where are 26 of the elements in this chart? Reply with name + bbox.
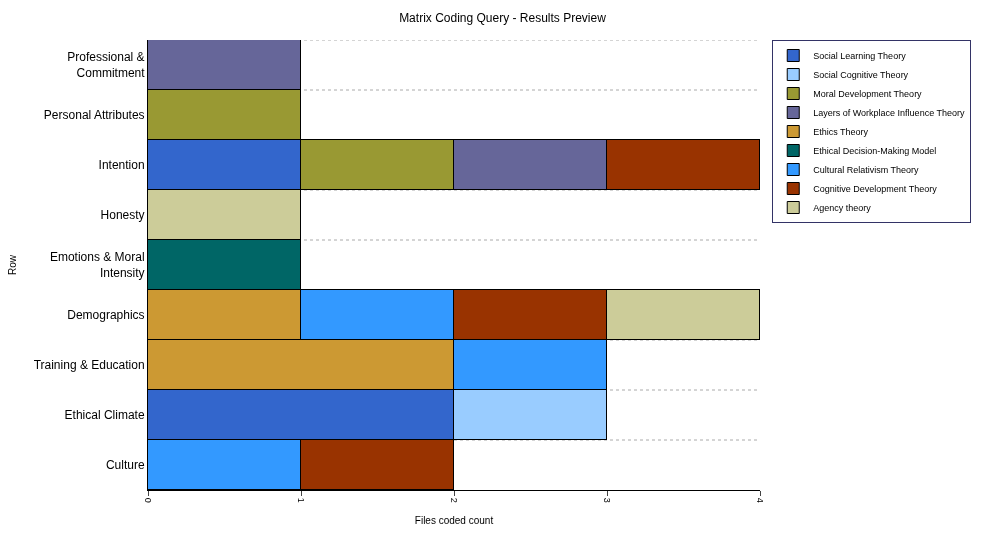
legend-label: Moral Development Theory <box>813 89 923 100</box>
y-tick-label: Professional & Commitment <box>67 50 146 80</box>
legend-label: Ethics Theory <box>813 127 869 138</box>
chart-title: Matrix Coding Query - Results Preview <box>399 11 607 26</box>
legend-label: Cognitive Development Theory <box>813 184 938 195</box>
legend-label: Cultural Relativism Theory <box>813 165 920 176</box>
x-tick-label: 2 <box>449 497 460 503</box>
y-tick-label: Ethical Climate <box>64 408 145 423</box>
x-tick-label: 4 <box>755 497 766 503</box>
legend-label: Layers of Workplace Influence Theory <box>813 108 965 119</box>
y-tick-label: Training & Education <box>33 358 145 373</box>
y-tick-label: Personal Attributes <box>43 108 145 123</box>
x-tick-label: 1 <box>296 497 307 503</box>
legend-label: Agency theory <box>813 203 872 214</box>
y-tick-label: Culture <box>105 458 145 473</box>
y-tick-label: Intention <box>98 158 145 173</box>
legend-label: Social Learning Theory <box>813 51 907 62</box>
y-tick-label: Emotions & Moral Intensity <box>49 250 145 280</box>
y-axis-title: Row <box>6 254 18 276</box>
legend-label: Social Cognitive Theory <box>813 70 909 81</box>
y-tick-label: Demographics <box>67 308 145 323</box>
y-tick-label: Honesty <box>100 208 145 223</box>
x-tick-label: 3 <box>602 497 613 503</box>
x-tick-label: 0 <box>143 497 154 503</box>
x-axis-title: Files coded count <box>414 515 494 527</box>
legend-label: Ethical Decision-Making Model <box>813 146 937 157</box>
